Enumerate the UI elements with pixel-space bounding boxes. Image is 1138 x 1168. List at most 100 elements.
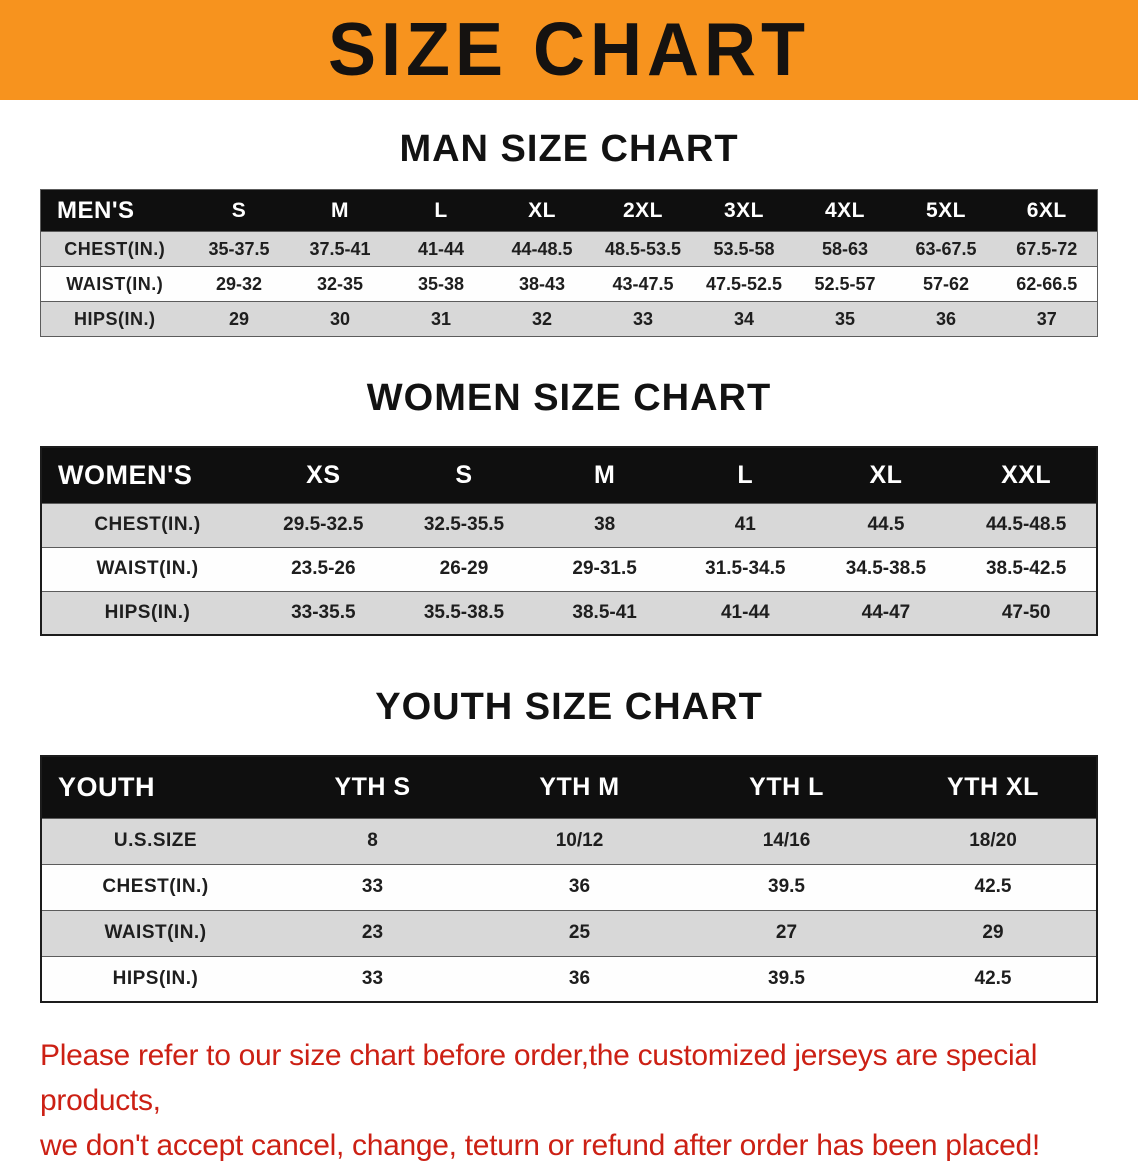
banner-title: SIZE CHART [328,8,810,93]
size-header-cell: YTH XL [890,756,1097,818]
size-header-cell: S [188,189,290,232]
measurement-value-cell: 36 [568,876,591,897]
measurement-value-cell: 33 [361,967,384,989]
measurement-value-cell: 33-35.5 [291,601,356,623]
table-header-row: MEN'S S M L XL 2XL 3XL 4XL 5XL 6XL [40,189,1098,232]
measurement-value-cell: 44-48.5 [511,238,573,259]
size-header-cell: 5XL [895,189,997,232]
size-header-cell: XL [491,189,593,232]
measurement-value-cell: 57-62 [922,273,970,294]
measurement-value-cell: 38.5-42.5 [985,558,1067,579]
measurement-value-cell: 42.5 [974,967,1012,989]
youth-size-chart-section: YOUTH SIZE CHART YOUTH YTH S YTH M YTH L YTH… [0,686,1138,1003]
measurement-value-cell: 44.5-48.5 [985,514,1067,535]
disclaimer-line-2: we don't accept cancel, change, teturn o… [40,1129,1040,1162]
measurement-value-cell: 34.5-38.5 [845,558,927,579]
man-size-chart-heading: MAN SIZE CHART [399,128,739,170]
measurement-value-cell: 47-50 [1001,601,1051,623]
measurement-label-cell: WAIST(IN.) [104,922,207,943]
measurement-value-cell: 31 [430,308,452,329]
measurement-value-cell: 29-31.5 [572,558,637,579]
measurement-value-cell: 36 [935,308,957,329]
measurement-value-cell: 23.5-26 [291,558,356,579]
size-header-cell: M [289,189,391,232]
measurement-value-cell: 29-32 [215,273,263,294]
table-header-row: WOMEN'S XS S M L XL XXL [41,447,1097,503]
measurement-value-cell: 38.5-41 [572,601,637,623]
measurement-label-cell: CHEST(IN.) [94,514,201,535]
measurement-value-cell: 63-67.5 [915,238,977,259]
measurement-row: HIPS(IN.) 33-35.5 35.5-38.5 38.5-41 41-44 44-… [41,591,1097,635]
measurement-value-cell: 39.5 [768,967,805,989]
table-header-row: YOUTH YTH S YTH M YTH L YTH XL [41,756,1097,818]
measurement-value-cell: 38-43 [518,273,566,294]
men-size-table: MEN'S S M L XL 2XL 3XL 4XL 5XL 6XL CHEST(IN.) 35-37… [40,189,1098,337]
measurement-row: CHEST(IN.) 29.5-32.5 32.5-35.5 38 41 44.5 44.5… [41,503,1097,547]
measurement-label-cell: WAIST(IN.) [96,558,199,579]
size-header-cell: XS [253,447,394,503]
table-title-cell: YOUTH [41,756,269,818]
measurement-value-cell: 35.5-38.5 [423,601,505,623]
measurement-value-cell: 36 [568,967,591,989]
measurement-value-cell: 53.5-58 [713,238,775,259]
measurement-value-cell: 34 [733,308,755,329]
size-header-cell: L [674,447,816,503]
size-header-cell: 3XL [693,189,795,232]
measurement-value-cell: 44-47 [861,601,911,623]
size-header-cell: L [390,189,492,232]
women-size-table: WOMEN'S XS S M L XL XXL CHEST(IN.) 29.5-32.5 32.5… [40,446,1098,636]
measurement-value-cell: 32 [531,308,553,329]
measurement-value-cell: 29 [982,922,1004,943]
size-header-cell: M [534,447,675,503]
measurement-row: HIPS(IN.) 33 36 39.5 42.5 [41,956,1097,1002]
measurement-value-cell: 62-66.5 [1016,273,1078,294]
measurement-value-cell: 14/16 [762,830,811,851]
measurement-value-cell: 30 [329,308,351,329]
measurement-value-cell: 35-37.5 [208,238,270,259]
measurement-row: CHEST(IN.) 35-37.5 37.5-41 41-44 44-48.5 48.5… [40,231,1098,267]
measurement-value-cell: 48.5-53.5 [604,238,682,259]
women-size-chart-section: WOMEN SIZE CHART WOMEN'S XS S M L XL XXL CHEST(… [0,377,1138,636]
measurement-value-cell: 33 [361,876,384,897]
measurement-row: U.S.SIZE 8 10/12 14/16 18/20 [41,818,1097,864]
measurement-value-cell: 31.5-34.5 [705,558,786,579]
measurement-value-cell: 35-38 [417,273,465,294]
measurement-value-cell: 41 [734,514,756,535]
measurement-value-cell: 38 [594,514,616,535]
measurement-label-cell: U.S.SIZE [113,830,198,851]
measurement-value-cell: 52.5-57 [814,273,876,294]
measurement-label-cell: HIPS(IN.) [73,308,156,329]
measurement-value-cell: 41-44 [720,601,770,623]
size-header-cell: XL [815,447,957,503]
measurement-label-cell: HIPS(IN.) [112,967,199,989]
youth-size-table: YOUTH YTH S YTH M YTH L YTH XL U.S.SIZE 8 10/12… [40,755,1098,1003]
disclaimer-line-1: Please refer to our size chart before or… [40,1039,1038,1117]
measurement-value-cell: 41-44 [417,238,465,259]
youth-size-chart-heading: YOUTH SIZE CHART [375,686,763,728]
size-header-cell: 4XL [794,189,896,232]
measurement-value-cell: 67.5-72 [1016,238,1078,259]
measurement-value-cell: 27 [775,922,798,943]
measurement-label-cell: CHEST(IN.) [102,876,209,897]
measurement-row: HIPS(IN.) 29 30 31 32 33 34 35 36 37 [40,301,1098,337]
measurement-value-cell: 23 [361,922,384,943]
size-header-cell: YTH S [269,756,476,818]
measurement-value-cell: 44.5 [867,514,905,535]
table-title-cell: WOMEN'S [41,447,253,503]
measurement-value-cell: 8 [367,830,378,851]
measurement-value-cell: 29.5-32.5 [283,514,364,535]
measurement-value-cell: 25 [568,922,591,943]
size-header-cell: YTH L [683,756,890,818]
measurement-label-cell: WAIST(IN.) [66,273,164,294]
size-header-cell: 2XL [592,189,694,232]
measurement-row: CHEST(IN.) 33 36 39.5 42.5 [41,864,1097,910]
size-header-cell: YTH M [476,756,683,818]
measurement-value-cell: 37.5-41 [309,238,371,259]
measurement-value-cell: 18/20 [969,830,1017,851]
measurement-row: WAIST(IN.) 29-32 32-35 35-38 38-43 43-47.5 47.… [40,266,1098,302]
size-header-cell: S [393,447,535,503]
size-chart-banner: SIZE CHART [0,0,1138,100]
size-header-cell: XXL [956,447,1097,503]
measurement-value-cell: 29 [228,308,250,329]
measurement-value-cell: 26-29 [439,558,489,579]
